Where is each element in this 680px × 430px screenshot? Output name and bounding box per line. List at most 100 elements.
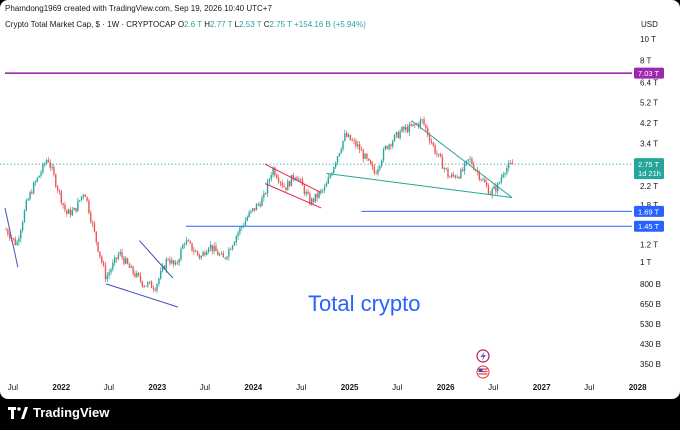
price-tick-label: 3.4 T [640,140,658,149]
candle-body [130,266,132,268]
candle-body [309,193,311,205]
candle-body [392,141,394,147]
candle-body [193,250,195,252]
candle-body [421,119,423,121]
candle-body [21,222,24,231]
candle-body [460,169,462,179]
candle-body [441,156,444,169]
candle-body [469,158,471,160]
candle-body [485,182,488,186]
candle-body [357,144,359,147]
candle-body [393,134,396,142]
candle-body [294,177,296,180]
candle-body [380,160,383,166]
candle-body [139,275,142,282]
candle-body [360,150,363,152]
candle-body [484,179,486,183]
candle-body [206,252,208,256]
candle-body [458,176,460,179]
time-axis: Jul 2022 Jul 2023 Jul 2024 Jul 2025 Jul 2026 Jul 20… [8,383,647,392]
time-tick-label: 2027 [533,383,551,392]
candle-body [172,260,175,265]
candle-body [213,245,215,252]
time-tick-label: 2025 [341,383,359,392]
candle-body [200,256,202,258]
candle-body [154,289,156,291]
candle-body [373,166,376,173]
candle-body [150,281,153,288]
candle-body [220,253,223,255]
candle-body [183,243,186,245]
candle-body [274,167,276,176]
change-value: +154.16 B (+5.94%) [294,20,366,29]
candle-body [75,208,77,212]
candle-body [301,179,304,186]
candle-body [38,175,40,178]
candle-body [454,175,457,178]
currency-label[interactable]: USD [641,20,658,29]
candle-body [255,204,258,211]
candle-body [231,245,234,250]
candle-body [314,193,317,202]
candle-body [51,167,53,168]
lightning-icon[interactable] [476,349,490,363]
price-tick-label: 800 B [640,280,661,289]
candle-body [480,179,482,181]
candle-body [53,167,55,175]
candle-body [427,128,429,136]
candle-body [344,133,346,141]
price-chart[interactable]: 10 T 8 T 6.4 T 5.2 T 4.2 T 3.4 T 2.2 T 1.8 T 1.2… [0,0,680,399]
candle-body [42,163,44,173]
candle-body [95,231,97,243]
candle-body [93,223,96,232]
candle-body [226,256,228,259]
trendline [105,283,178,308]
candle-body [31,192,33,194]
candle-body [346,133,348,137]
candle-body [368,158,370,161]
candle-body [165,259,167,270]
candle-body [204,252,206,256]
candle-body [406,126,409,133]
candle-body [276,175,278,179]
candle-body [272,167,274,176]
candle-body [347,134,350,137]
candle-body [259,204,261,207]
level-badge [634,205,664,217]
candle-body [434,145,436,154]
candle-body [25,200,28,211]
candle-body [327,177,329,184]
candle-body [491,188,493,195]
price-badges: 7.03 T 1.69 T 1.45 T 2.75 T1d 21h [634,67,664,232]
candle-body [230,249,232,250]
level-badge-label: 7.03 T [638,69,660,78]
candle-body [450,174,453,178]
candle-body [285,187,287,191]
candle-body [283,185,285,188]
candle-body [399,131,401,139]
level-badge-label: 1.45 T [638,222,660,231]
candle-body [248,212,250,218]
candle-body [115,257,118,259]
tradingview-logo[interactable]: TradingView [8,405,109,420]
low-label: L [234,20,240,29]
open-value: 2.6 T [184,20,202,29]
us-flag-icon[interactable] [476,365,490,379]
candle-body [323,186,326,191]
candle-body [493,186,495,189]
candle-body [430,141,433,143]
candle-body [506,167,508,174]
candle-body [217,251,219,256]
candle-body [91,221,94,224]
candle-body [62,203,64,205]
candle-body [439,153,442,157]
symbol-name[interactable]: Crypto Total Market Cap, $ · 1W · CRYPTO… [5,20,176,29]
candle-body [90,213,92,222]
candle-body [288,181,291,187]
candle-body [195,251,197,253]
candle-body [156,283,158,291]
candle-body [395,132,398,135]
candle-body [128,263,131,268]
candle-body [147,282,149,286]
candle-body [250,210,252,213]
